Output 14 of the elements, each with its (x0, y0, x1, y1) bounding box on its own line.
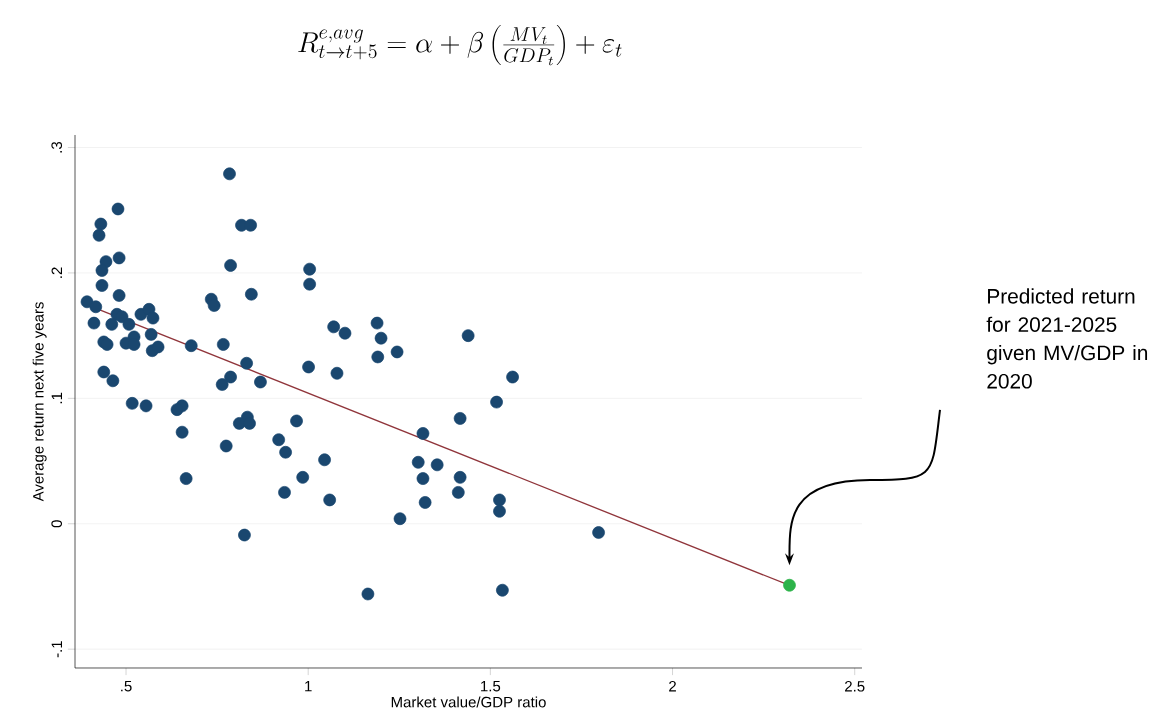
y-tick-label: 0 (51, 520, 63, 528)
y-tick-label: .1 (51, 392, 62, 404)
x-tick-label: .5 (121, 680, 132, 692)
chart-title: $R^{e,avg}_{t\rightarrow t+5} = \alpha + \beta \left(\frac{MV_t}{GDP_t}\right) + \varepsilon_t$ (298, 24, 622, 66)
y-tick-label: .3 (51, 141, 63, 153)
x-axis-title: Market value/GDP ratio (391, 696, 546, 708)
y-tick-label: .2 (51, 267, 62, 278)
y-tick-label: -.1 (51, 641, 62, 658)
x-tick-label: 2.5 (845, 680, 865, 692)
x-tick-label: 2 (669, 680, 676, 692)
x-tick-label: 1 (305, 680, 312, 692)
y-axis-title: Average return next five years (32, 302, 47, 502)
x-tick-label: 1.5 (481, 680, 501, 692)
text: Predicted return for 2021-2025 given MV/GDP in 2020 (986, 288, 1148, 389)
